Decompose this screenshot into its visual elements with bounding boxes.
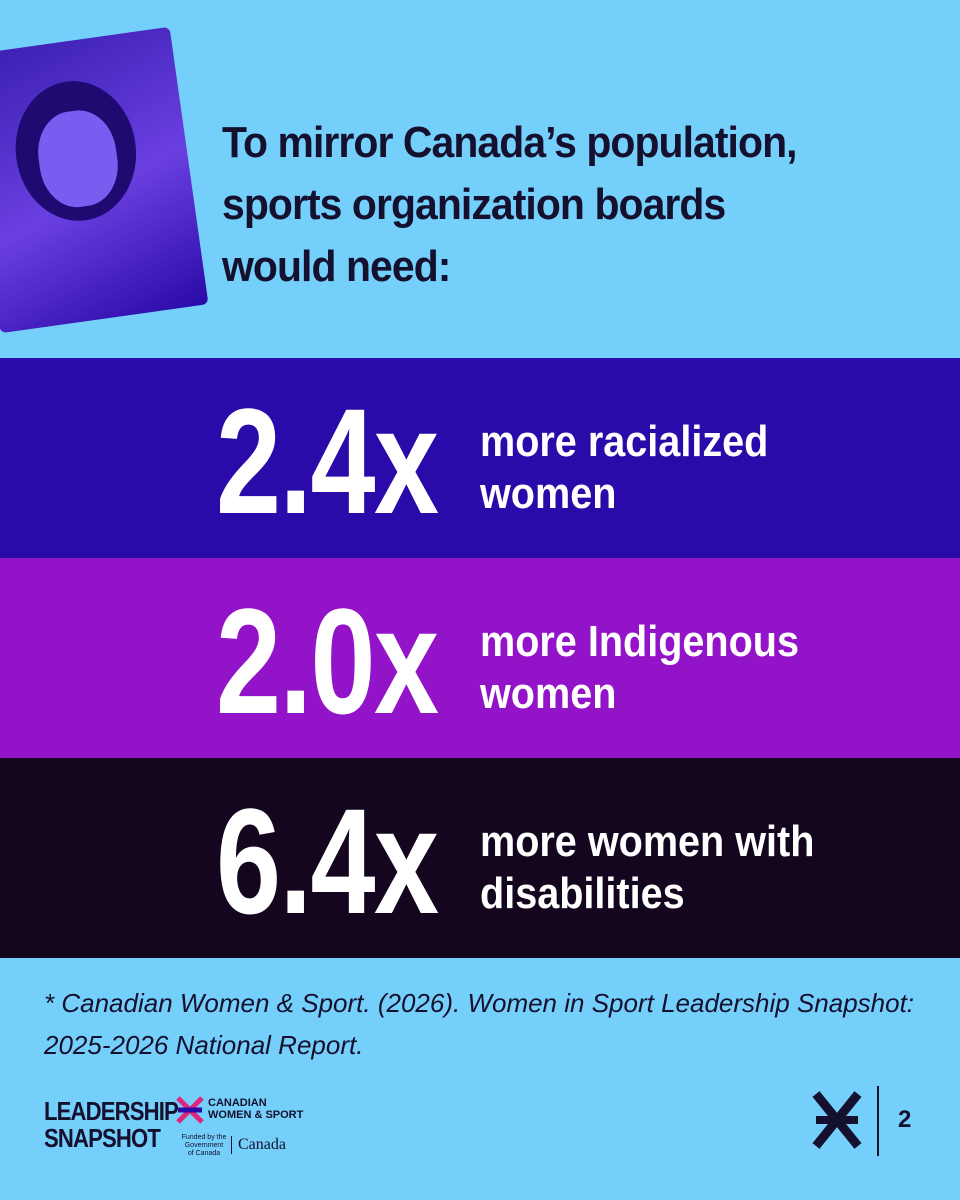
title-line: To mirror Canada’s population, [222,118,798,167]
stat-label-line: women [480,469,617,518]
stat-label-line: women [480,669,617,718]
stat-label: more Indigenous women [480,616,834,720]
photo [0,26,209,334]
stat-label-line: more racialized [480,417,769,466]
partner-logo: CANADIAN WOMEN & SPORT [208,1097,303,1121]
stat-value: 2.0x [216,577,439,745]
stat-value: 2.4x [216,377,439,545]
stat-band: 2.4x more racialized women [0,358,960,558]
footnote-line: 2025-2026 National Report. [44,1030,364,1060]
brand-line: SNAPSHOT [44,1123,161,1153]
title-line: would need: [222,242,451,291]
stat-label-line: more women with [480,817,815,866]
separator [877,1086,879,1156]
funding-note: Funded by the Government of Canada [178,1134,230,1158]
canada-wordmark: Canada [231,1136,286,1154]
stat-value: 6.4x [216,777,439,945]
funding-line: Funded by the [181,1134,227,1141]
cws-icon [812,1091,862,1149]
stat-label-line: more Indigenous [480,617,800,666]
brand-line: LEADERSHIP [44,1096,179,1126]
partner-line: CANADIAN [208,1097,267,1109]
footnote: * Canadian Women & Sport. (2026). Women … [44,982,914,1066]
title-line: sports organization boards [222,180,726,229]
partner-icon [176,1096,204,1124]
stat-band: 6.4x more women with disabilities [0,758,960,958]
footnote-line: * Canadian Women & Sport. (2026). Women … [44,988,915,1018]
title: To mirror Canada’s population, sports org… [222,112,840,298]
partner-line: WOMEN & SPORT [208,1109,304,1121]
stat-label-line: disabilities [480,869,685,918]
funding-line: of Canada [187,1150,221,1157]
brand-logo: LEADERSHIP SNAPSHOT [44,1098,202,1152]
funding-line: Government [184,1142,224,1149]
stat-label: more women with disabilities [480,816,852,920]
stat-label: more racialized women [480,416,800,520]
page-number: 2 [898,1106,912,1133]
stat-band: 2.0x more Indigenous women [0,558,960,758]
